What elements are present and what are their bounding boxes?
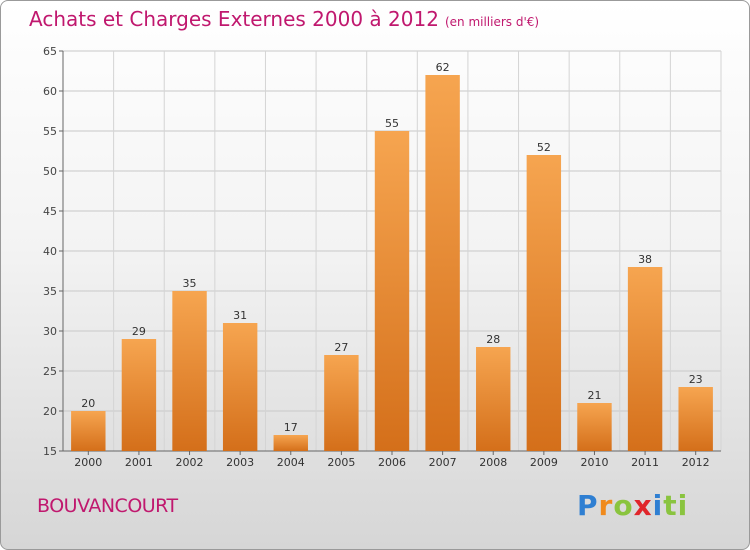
labels: 15 20 25 30 35 40 45 50 55 60 65 20 2000 29 2001 35 2002… bbox=[43, 45, 710, 469]
bar bbox=[121, 339, 157, 451]
y-tick-label: 45 bbox=[43, 205, 57, 218]
y-tick-label: 40 bbox=[43, 245, 57, 258]
data-label: 55 bbox=[385, 117, 399, 130]
bar bbox=[476, 347, 511, 451]
x-tick-label: 2009 bbox=[530, 456, 558, 469]
x-tick-label: 2003 bbox=[226, 456, 254, 469]
y-tick-label: 25 bbox=[43, 365, 57, 378]
data-label: 29 bbox=[132, 325, 146, 338]
data-label: 20 bbox=[81, 397, 95, 410]
bar bbox=[526, 155, 562, 451]
title-unit: (en milliers d'€) bbox=[444, 15, 540, 29]
chart-title: Achats et Charges Externes 2000 à 2012 (e… bbox=[29, 7, 539, 31]
logo-letter: i bbox=[652, 489, 664, 522]
bar bbox=[273, 435, 308, 451]
x-tick-label: 2012 bbox=[682, 456, 710, 469]
x-tick-label: 2008 bbox=[479, 456, 507, 469]
data-label: 38 bbox=[638, 253, 652, 266]
y-tick-label: 30 bbox=[43, 325, 57, 338]
data-label: 35 bbox=[183, 277, 197, 290]
x-tick-label: 2005 bbox=[327, 456, 355, 469]
data-label: 62 bbox=[436, 61, 450, 74]
data-label: 52 bbox=[537, 141, 551, 154]
x-tick-label: 2007 bbox=[429, 456, 457, 469]
y-tick-label: 65 bbox=[43, 45, 57, 58]
bars bbox=[71, 75, 713, 451]
bar bbox=[425, 75, 460, 451]
y-tick-label: 15 bbox=[43, 445, 57, 458]
logo-letter: ti bbox=[663, 489, 689, 522]
y-tick-label: 50 bbox=[43, 165, 57, 178]
y-tick-label: 20 bbox=[43, 405, 57, 418]
y-tick-label: 35 bbox=[43, 285, 57, 298]
bar bbox=[627, 267, 663, 451]
data-label: 28 bbox=[486, 333, 500, 346]
x-tick-label: 2001 bbox=[125, 456, 153, 469]
x-tick-label: 2006 bbox=[378, 456, 406, 469]
title-text: Achats et Charges Externes 2000 à 2012 bbox=[29, 7, 439, 31]
data-label: 23 bbox=[689, 373, 703, 386]
x-tick-label: 2000 bbox=[74, 456, 102, 469]
bar bbox=[172, 291, 207, 451]
bar bbox=[374, 131, 410, 451]
x-tick-label: 2002 bbox=[176, 456, 204, 469]
y-tick-label: 60 bbox=[43, 85, 57, 98]
x-tick-label: 2004 bbox=[277, 456, 305, 469]
data-label: 21 bbox=[587, 389, 601, 402]
logo-letter: P bbox=[577, 489, 599, 522]
data-label: 31 bbox=[233, 309, 247, 322]
bar bbox=[71, 411, 106, 451]
x-tick-label: 2011 bbox=[631, 456, 659, 469]
commune-name: BOUVANCOURT bbox=[37, 495, 178, 517]
data-label: 27 bbox=[334, 341, 348, 354]
logo-letter: r bbox=[598, 489, 614, 522]
logo-letter: o bbox=[613, 489, 634, 522]
bar bbox=[222, 323, 258, 451]
bar bbox=[324, 355, 359, 451]
data-label: 17 bbox=[284, 421, 298, 434]
bar bbox=[577, 403, 612, 451]
proxiti-logo: Proxiti bbox=[577, 489, 688, 522]
x-tick-label: 2010 bbox=[580, 456, 608, 469]
logo-letter: x bbox=[633, 489, 653, 522]
y-tick-label: 55 bbox=[43, 125, 57, 138]
bar bbox=[678, 387, 713, 451]
